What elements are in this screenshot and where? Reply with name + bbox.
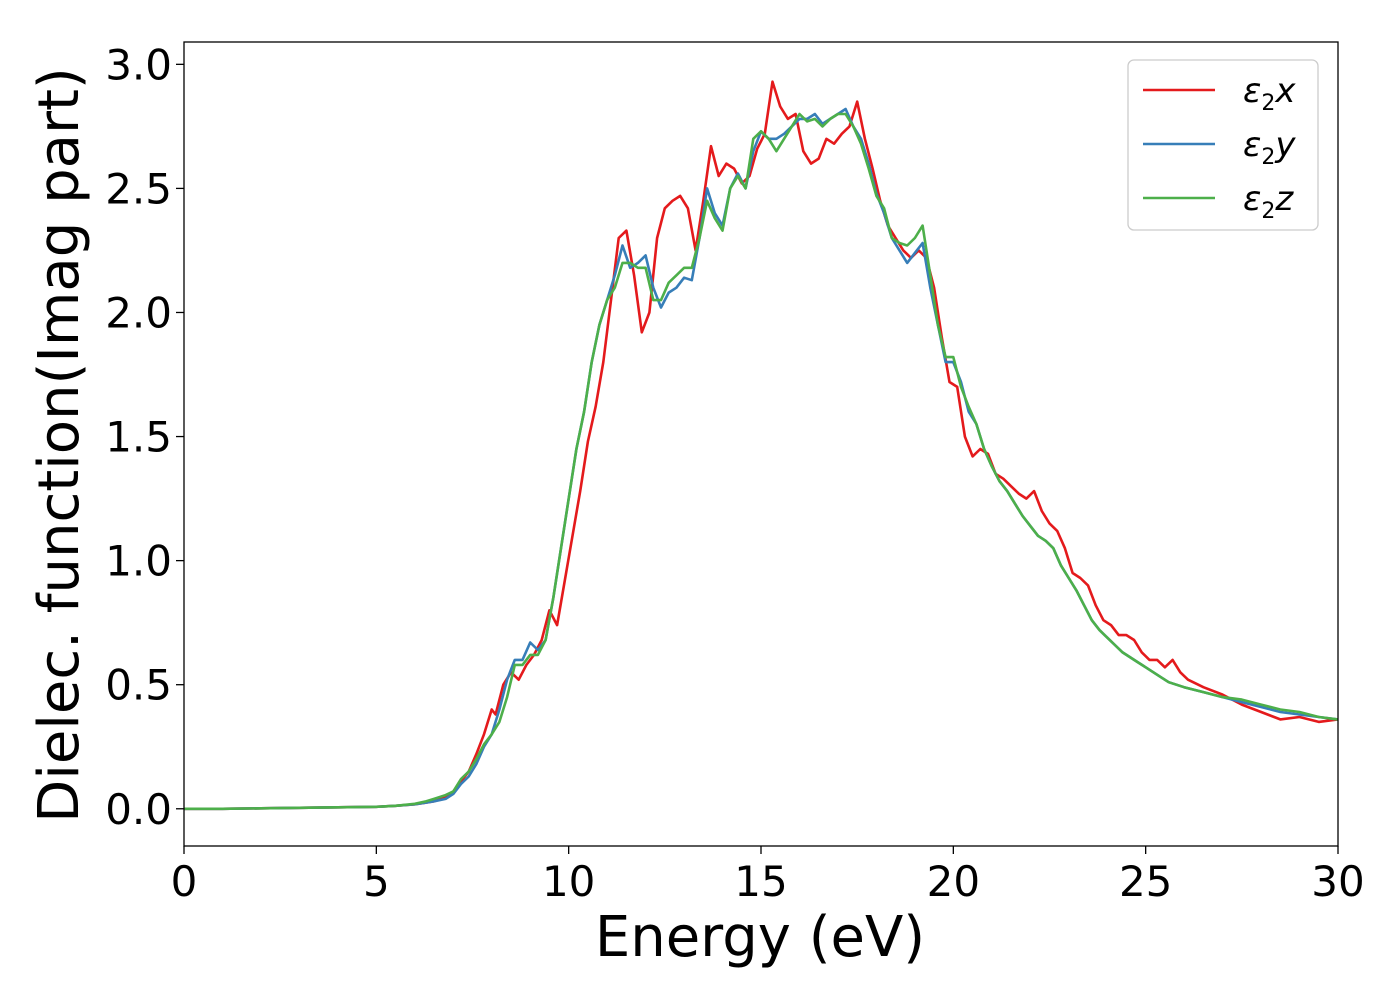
- y-axis: 0.0 0.5 1.0 1.5 2.0 2.5 3.0: [105, 40, 184, 834]
- x-axis-label: Energy (eV): [595, 905, 925, 970]
- legend-label-z: ε2z: [1243, 179, 1294, 224]
- y-tick-label: 1.5: [105, 413, 172, 462]
- legend-frame: [1127, 59, 1319, 231]
- y-tick-label: 3.0: [105, 40, 172, 89]
- legend-label-y: ε2y: [1243, 125, 1296, 170]
- y-tick-label: 0.5: [105, 661, 172, 710]
- series-line-z: [184, 112, 1338, 811]
- legend-label-x: ε2x: [1243, 71, 1296, 116]
- legend: ε2x ε2y ε2z: [1127, 59, 1319, 231]
- x-tick-label: 5: [363, 857, 390, 906]
- x-tick-label: 15: [734, 857, 787, 906]
- y-tick-label: 1.0: [105, 537, 172, 586]
- x-tick-label: 25: [1119, 857, 1172, 906]
- x-tick-label: 30: [1311, 857, 1364, 906]
- y-axis-label: Dielec. function(Imag part): [27, 67, 92, 823]
- x-tick-label: 20: [927, 857, 980, 906]
- x-axis: 0 5 10 15 20 25 30: [171, 846, 1365, 906]
- y-tick-label: 2.5: [105, 164, 172, 213]
- y-tick-label: 2.0: [105, 288, 172, 337]
- series-layer: [184, 80, 1338, 811]
- x-tick-label: 10: [542, 857, 595, 906]
- x-tick-label: 0: [171, 857, 198, 906]
- y-tick-label: 0.0: [105, 785, 172, 834]
